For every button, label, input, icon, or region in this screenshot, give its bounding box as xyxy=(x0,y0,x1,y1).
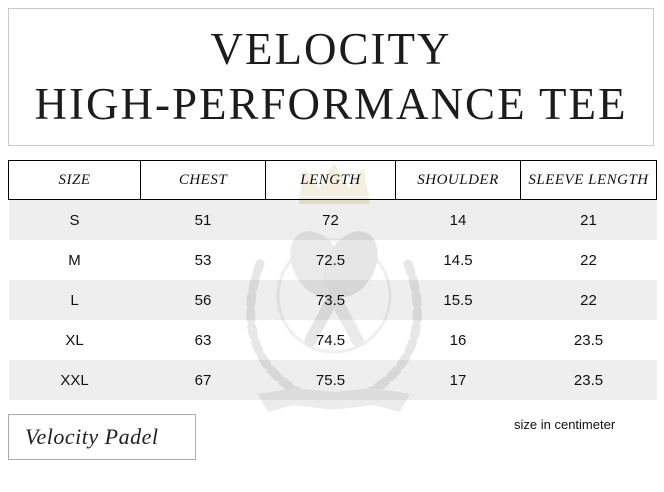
col-header-size: SIZE xyxy=(8,160,141,200)
table-cell: S xyxy=(69,211,80,229)
brand-box: Velocity Padel xyxy=(8,414,196,460)
unit-note: size in centimeter xyxy=(514,417,616,432)
table-cell: XL xyxy=(65,331,84,349)
product-title-line2: HIGH-PERFORMANCE TEE xyxy=(34,79,628,129)
table-header-row: SIZE CHEST LENGTH SHOULDER SLEEVE LENGTH xyxy=(8,160,657,200)
table-cell: 21 xyxy=(580,211,597,229)
table-cell: 23.5 xyxy=(573,371,604,389)
col-header-shoulder: SHOULDER xyxy=(395,160,521,200)
table-cell: 17 xyxy=(449,371,467,389)
table-cell: 75.5 xyxy=(315,371,346,389)
table-cell: 53 xyxy=(194,251,212,269)
table-cell: 16 xyxy=(449,331,467,349)
table-cell: 72.5 xyxy=(315,251,346,269)
table-cell: XXL xyxy=(60,371,89,389)
table-row-s: S 51 72 14 21 xyxy=(8,199,657,240)
table-row-l: L 56 73.5 15.5 22 xyxy=(8,280,657,320)
table-cell: M xyxy=(68,251,81,269)
table-cell: 14.5 xyxy=(443,251,473,269)
col-header-length: LENGTH xyxy=(265,160,396,200)
table-cell: 63 xyxy=(194,331,212,349)
table-row-xxl: XXL 67 75.5 17 23.5 xyxy=(8,360,657,400)
table-cell: 73.5 xyxy=(315,291,346,309)
table-cell: 23.5 xyxy=(573,331,604,349)
brand-name: Velocity Padel xyxy=(25,424,159,449)
table-cell: 51 xyxy=(194,211,212,229)
table-cell: L xyxy=(70,291,79,309)
col-header-sleeve-length: SLEEVE LENGTH xyxy=(520,160,657,200)
table-cell: 56 xyxy=(194,291,212,309)
col-header-chest: CHEST xyxy=(140,160,266,200)
table-cell: 74.5 xyxy=(315,331,346,349)
table-cell: 72 xyxy=(322,211,339,229)
table-row-xl: XL 63 74.5 16 23.5 xyxy=(9,320,657,360)
title-banner: VELOCITY HIGH-PERFORMANCE TEE xyxy=(8,8,654,146)
table-cell: 22 xyxy=(580,291,597,309)
size-chart-table: SIZE CHEST LENGTH SHOULDER SLEEVE LENGTH… xyxy=(8,160,657,400)
table-cell: 15.5 xyxy=(443,291,473,309)
table-row-m: M 53 72.5 14.5 22 xyxy=(9,240,657,280)
table-cell: 67 xyxy=(194,371,212,389)
table-cell: 22 xyxy=(580,251,597,269)
product-title-line1: VELOCITY xyxy=(210,24,452,75)
table-cell: 14 xyxy=(449,211,467,229)
